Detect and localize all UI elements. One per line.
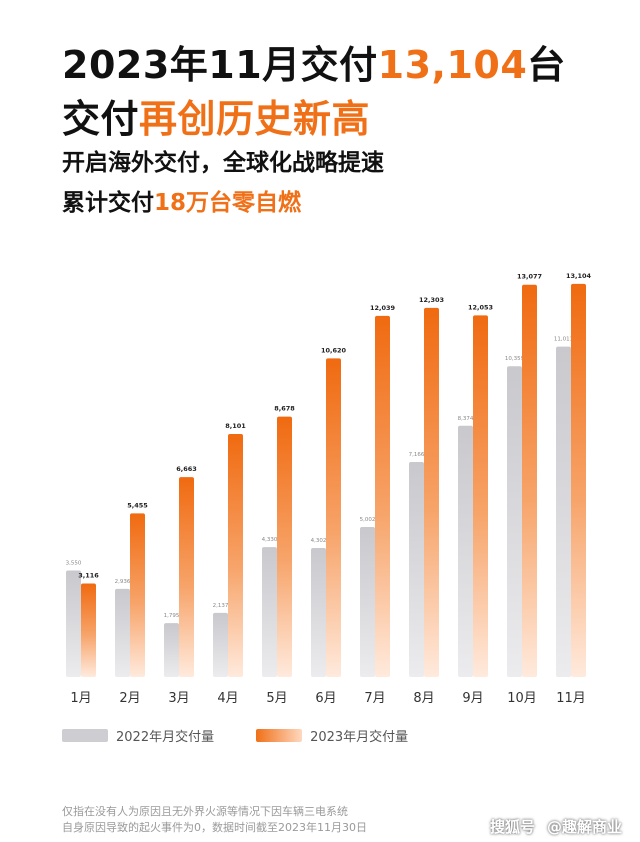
bar-2023-10 [522,284,537,677]
headline-prefix: 2023年11月交付 [62,43,378,87]
headline-line2-prefix: 交付 [62,97,140,141]
bar-2023-3 [179,477,194,677]
data-label-2022-9: 8,374 [458,416,474,422]
data-label-2022-11: 11,011 [554,337,573,343]
x-tick-label-5: 5月 [266,691,287,706]
legend-label-2022: 2022年月交付量 [116,730,215,745]
bar-2023-8 [424,307,439,677]
data-label-2022-8: 7,166 [409,452,425,458]
bar-2022-1 [66,570,81,677]
bar-2022-3 [164,623,179,677]
data-label-2023-6: 10,620 [321,346,347,354]
data-label-2023-5: 8,678 [274,405,295,413]
bar-2022-6 [311,547,326,677]
data-label-2022-5: 4,330 [262,537,278,543]
x-tick-label-10: 10月 [507,691,537,706]
x-tick-label-2: 2月 [119,691,140,706]
data-label-2023-1: 3,116 [78,572,99,580]
x-tick-label-8: 8月 [413,691,434,706]
headline-suffix: 台 [527,43,566,87]
x-tick-label-4: 4月 [217,691,238,706]
bar-2023-2 [130,513,145,677]
legend-swatch-2022 [62,729,108,742]
legend-label-2023: 2023年月交付量 [310,730,409,745]
bar-2022-4 [213,612,228,677]
legend-item-2023: 2023年月交付量 [256,726,408,745]
bar-2023-6 [326,358,341,677]
subheadline-line2-highlight: 18万台零自燃 [154,190,302,216]
watermark-platform: 搜狐号 [489,818,535,836]
headline-line2-highlight: 再创历史新高 [139,97,371,141]
x-tick-label-9: 9月 [462,691,483,706]
headline-line-2: 交付再创历史新高 [62,96,370,142]
bar-2023-7 [375,315,390,677]
data-label-2022-1: 3,550 [66,561,82,567]
headline-highlight-number: 13,104 [377,43,528,87]
x-tick-label-11: 11月 [556,691,586,706]
watermark-account: @趣解商业 [546,818,622,836]
x-tick-label-6: 6月 [315,691,336,706]
legend-swatch-2023 [256,729,303,742]
x-tick-label-3: 3月 [168,691,189,706]
footnote: 仅指在没有人为原因且无外界火源等情况下因车辆三电系统 自身原因导致的起火事件为0… [62,804,367,836]
x-tick-label-1: 1月 [70,691,91,706]
bar-2023-11 [571,283,586,677]
data-label-2022-4: 2,137 [213,603,229,609]
bar-2023-1 [81,583,96,677]
bar-2023-9 [473,315,488,677]
bar-2022-7 [360,526,375,677]
data-label-2022-3: 1,795 [164,613,180,619]
data-label-2022-7: 5,002 [360,517,376,523]
bar-2023-4 [228,433,243,677]
data-label-2023-9: 12,053 [468,303,493,311]
data-label-2023-3: 6,663 [176,465,197,473]
data-label-2023-2: 5,455 [127,501,148,509]
data-label-2023-10: 13,077 [517,273,542,281]
bar-2023-5 [277,416,292,677]
footnote-line-2: 自身原因导致的起火事件为0，数据时间截至2023年11月30日 [62,821,367,834]
watermark: 搜狐号 @趣解商业 [490,816,622,837]
data-label-2022-2: 2,936 [115,579,131,585]
bar-2022-11 [556,346,571,677]
headline-line-1: 2023年11月交付13,104台 [62,42,566,88]
data-label-2022-6: 4,302 [311,538,327,544]
subheadline-line2-prefix: 累计交付 [62,190,154,216]
bar-2022-10 [507,366,522,677]
data-label-2023-7: 12,039 [370,304,396,312]
legend-item-2022: 2022年月交付量 [62,726,214,745]
bar-2022-8 [409,462,424,677]
chart-legend: 2022年月交付量 2023年月交付量 [62,726,450,745]
subheadline-line-1: 开启海外交付，全球化战略提速 [62,150,384,176]
bar-2022-5 [262,547,277,677]
bar-2022-9 [458,425,473,677]
data-label-2023-11: 13,104 [566,272,592,280]
footnote-line-1: 仅指在没有人为原因且无外界火源等情况下因车辆三电系统 [62,805,348,818]
x-tick-label-7: 7月 [364,691,385,706]
data-label-2022-10: 10,359 [505,356,525,362]
subheadline-line-2: 累计交付18万台零自燃 [62,188,301,218]
bar-2022-2 [115,588,130,677]
data-label-2023-8: 12,303 [419,296,444,304]
data-label-2023-4: 8,101 [225,422,246,430]
monthly-deliveries-bar-chart: 3,550 3,116 1月 2,936 5,455 2月 1,795 6,663 3月 2,13… [66,272,592,706]
